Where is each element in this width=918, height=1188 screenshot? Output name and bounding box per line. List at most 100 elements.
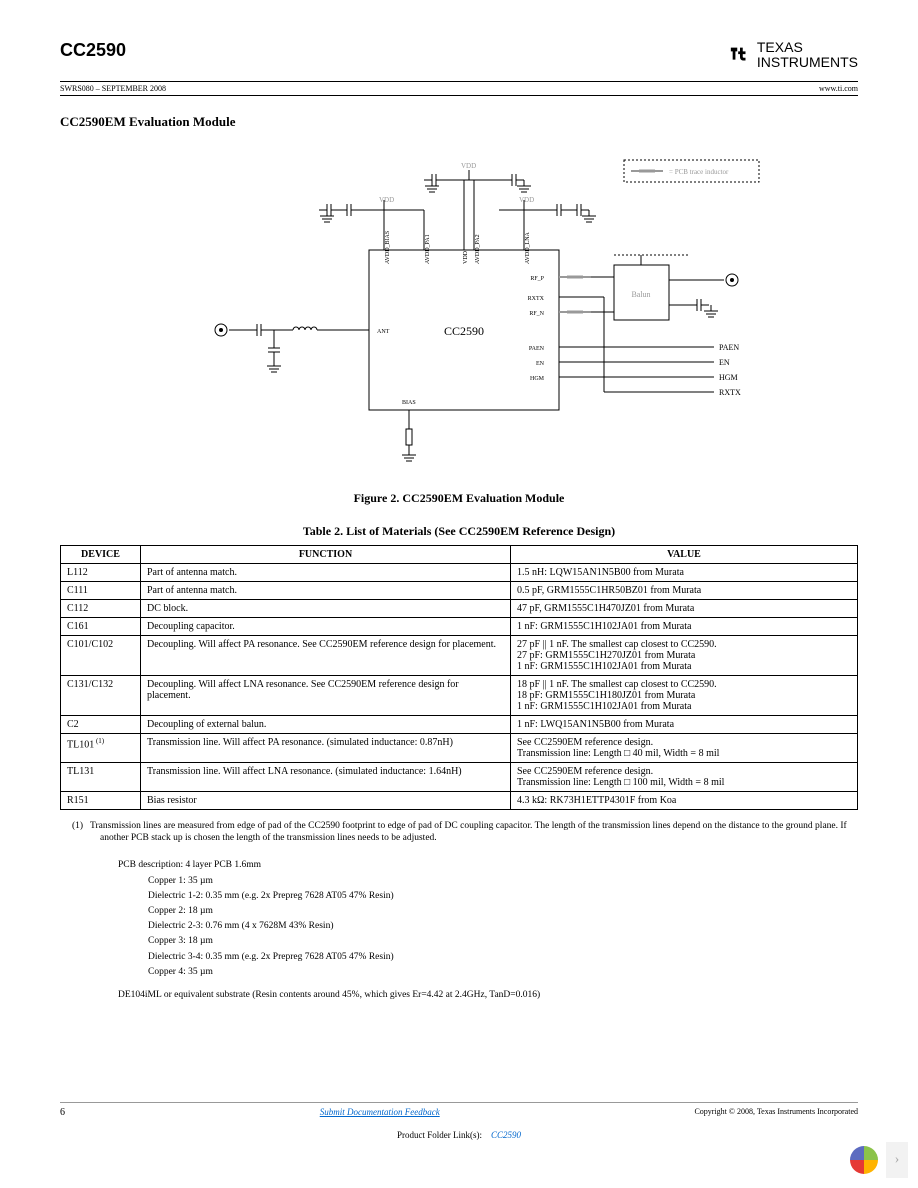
cell-value: 47 pF, GRM1555C1H470JZ01 from Murata [511, 599, 858, 617]
materials-table: DEVICE FUNCTION VALUE L112Part of antenn… [60, 545, 858, 810]
cell-value: 0.5 pF, GRM1555C1HR50BZ01 from Murata [511, 581, 858, 599]
svg-text:AVDD_PA1: AVDD_PA1 [425, 234, 431, 264]
cell-device: TL131 [61, 762, 141, 791]
section-title: CC2590EM Evaluation Module [60, 114, 858, 130]
brand-bottom: INSTRUMENTS [757, 55, 858, 70]
viewer-nav: › [848, 1142, 908, 1178]
cell-device: C111 [61, 581, 141, 599]
svg-text:EN: EN [536, 361, 545, 367]
table-row: TL101 (1)Transmission line. Will affect … [61, 733, 858, 762]
pcb-description: PCB description: 4 layer PCB 1.6mm Coppe… [118, 858, 858, 980]
pinwheel-icon [848, 1144, 880, 1176]
svg-text:RXTX: RXTX [528, 296, 545, 302]
ti-logo: TEXAS INSTRUMENTS [729, 40, 858, 71]
cell-value: 1 nF: GRM1555C1H102JA01 from Murata [511, 617, 858, 635]
cell-value: 4.3 kΩ: RK73H1ETTP4301F from Koa [511, 791, 858, 809]
figure-caption: Figure 2. CC2590EM Evaluation Module [60, 491, 858, 506]
cell-value: See CC2590EM reference design. Transmiss… [511, 733, 858, 762]
cell-value: See CC2590EM reference design. Transmiss… [511, 762, 858, 791]
cell-function: Decoupling. Will affect LNA resonance. S… [141, 675, 511, 715]
svg-text:PAEN: PAEN [529, 346, 545, 352]
pcb-line: Dielectric 1-2: 0.35 mm (e.g. 2x Prepreg… [148, 889, 858, 904]
table-caption: Table 2. List of Materials (See CC2590EM… [60, 524, 858, 539]
pcb-line: Copper 3: 18 µm [148, 934, 858, 949]
table-row: L112Part of antenna match.1.5 nH: LQW15A… [61, 563, 858, 581]
page-footer: 6 Submit Documentation Feedback Copyrigh… [60, 1102, 858, 1118]
svg-text:RF_N: RF_N [529, 311, 544, 317]
cell-device: C101/C102 [61, 635, 141, 675]
cell-device: C112 [61, 599, 141, 617]
page-number: 6 [60, 1107, 65, 1118]
product-link[interactable]: CC2590 [491, 1130, 521, 1140]
svg-text:Balun: Balun [631, 290, 650, 299]
col-function: FUNCTION [141, 545, 511, 563]
copyright: Copyright © 2008, Texas Instruments Inco… [694, 1107, 858, 1118]
pcb-title: PCB description: 4 layer PCB 1.6mm [118, 858, 858, 873]
pcb-line: Dielectric 2-3: 0.76 mm (4 x 7628M 43% R… [148, 919, 858, 934]
schematic-figure: CC2590 AVDD_BIAS AVDD_PA1 VDD AVDD_PA2 A… [60, 140, 858, 506]
document-meta: SWRS080 – SEPTEMBER 2008 www.ti.com [60, 81, 858, 96]
cell-function: Part of antenna match. [141, 563, 511, 581]
cell-function: Decoupling of external balun. [141, 715, 511, 733]
svg-text:AVDD_PA2: AVDD_PA2 [475, 234, 481, 264]
cell-value: 18 pF || 1 nF. The smallest cap closest … [511, 675, 858, 715]
svg-text:HGM: HGM [530, 376, 545, 382]
next-page-button[interactable]: › [886, 1142, 908, 1178]
col-value: VALUE [511, 545, 858, 563]
svg-text:BIAS: BIAS [402, 400, 416, 406]
footnote: (1) Transmission lines are measured from… [60, 820, 858, 845]
svg-text:VDD: VDD [379, 196, 394, 204]
pcb-line: Copper 2: 18 µm [148, 904, 858, 919]
table-row: C101/C102Decoupling. Will affect PA reso… [61, 635, 858, 675]
cell-function: Part of antenna match. [141, 581, 511, 599]
part-number: CC2590 [60, 40, 126, 61]
footnote-text: Transmission lines are measured from edg… [90, 821, 847, 843]
cell-function: Transmission line. Will affect PA resona… [141, 733, 511, 762]
table-row: C131/C132Decoupling. Will affect LNA res… [61, 675, 858, 715]
cell-device: TL101 (1) [61, 733, 141, 762]
cell-function: Bias resistor [141, 791, 511, 809]
table-row: R151Bias resistor4.3 kΩ: RK73H1ETTP4301F… [61, 791, 858, 809]
chip-label: CC2590 [444, 324, 484, 338]
pcb-line: Copper 4: 35 µm [148, 965, 858, 980]
cell-value: 1.5 nH: LQW15AN1N5B00 from Murata [511, 563, 858, 581]
svg-text:VDD: VDD [461, 162, 476, 170]
cell-value: 27 pF || 1 nF. The smallest cap closest … [511, 635, 858, 675]
cell-device: C2 [61, 715, 141, 733]
svg-text:AVDD_BIAS: AVDD_BIAS [385, 231, 391, 264]
cell-device: R151 [61, 791, 141, 809]
footnote-marker: (1) [72, 821, 83, 831]
product-folder-link: Product Folder Link(s): CC2590 [0, 1130, 918, 1140]
site-url: www.ti.com [819, 84, 858, 93]
table-row: TL131Transmission line. Will affect LNA … [61, 762, 858, 791]
substrate-line: DE104iML or equivalent substrate (Resin … [118, 990, 858, 1000]
svg-text:AVDD_LNA: AVDD_LNA [525, 231, 531, 264]
doc-code: SWRS080 – SEPTEMBER 2008 [60, 84, 166, 93]
product-label: Product Folder Link(s): [397, 1130, 482, 1140]
feedback-link[interactable]: Submit Documentation Feedback [320, 1107, 440, 1118]
svg-text:VDD: VDD [463, 250, 469, 264]
cell-device: L112 [61, 563, 141, 581]
svg-text:RF_P: RF_P [530, 276, 544, 282]
pcb-line: Copper 1: 35 µm [148, 874, 858, 889]
cell-function: DC block. [141, 599, 511, 617]
table-row: C161Decoupling capacitor.1 nF: GRM1555C1… [61, 617, 858, 635]
cell-device: C161 [61, 617, 141, 635]
svg-text:ANT: ANT [377, 329, 390, 335]
svg-text:PAEN: PAEN [719, 343, 739, 352]
table-row: C111Part of antenna match.0.5 pF, GRM155… [61, 581, 858, 599]
cell-function: Decoupling capacitor. [141, 617, 511, 635]
schematic-svg: CC2590 AVDD_BIAS AVDD_PA1 VDD AVDD_PA2 A… [149, 140, 769, 480]
svg-text:HGM: HGM [719, 373, 738, 382]
table-row: C2Decoupling of external balun.1 nF: LWQ… [61, 715, 858, 733]
svg-text:= PCB trace inductor: = PCB trace inductor [669, 168, 729, 176]
cell-function: Transmission line. Will affect LNA reson… [141, 762, 511, 791]
ti-logo-icon [729, 44, 751, 66]
svg-text:RXTX: RXTX [719, 388, 741, 397]
svg-text:EN: EN [719, 358, 730, 367]
cell-device: C131/C132 [61, 675, 141, 715]
table-row: C112DC block.47 pF, GRM1555C1H470JZ01 fr… [61, 599, 858, 617]
brand-top: TEXAS [757, 40, 858, 55]
cell-function: Decoupling. Will affect PA resonance. Se… [141, 635, 511, 675]
page-header: CC2590 TEXAS INSTRUMENTS [60, 40, 858, 71]
